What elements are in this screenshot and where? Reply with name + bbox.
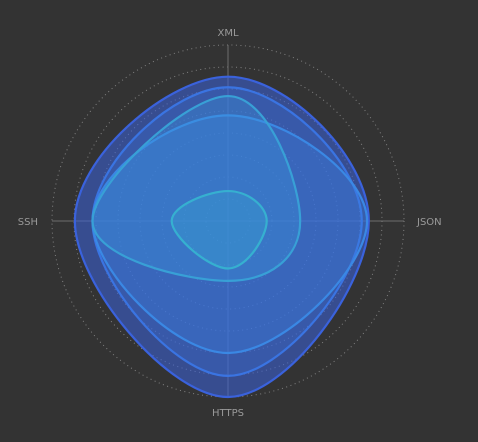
axis-label-ssh: SSH (18, 217, 38, 228)
series-area-2 (91, 86, 363, 377)
series-area-5 (170, 189, 268, 270)
series-area-4 (91, 94, 302, 282)
axis-labels: XML JSON HTTPS SSH (18, 28, 442, 419)
series-area-3 (91, 114, 369, 355)
axis-label-xml: XML (217, 28, 238, 39)
axis-label-json: JSON (416, 217, 442, 228)
series-area-1 (73, 75, 370, 399)
axis-label-https: HTTPS (212, 408, 244, 419)
series-layer (73, 75, 370, 399)
